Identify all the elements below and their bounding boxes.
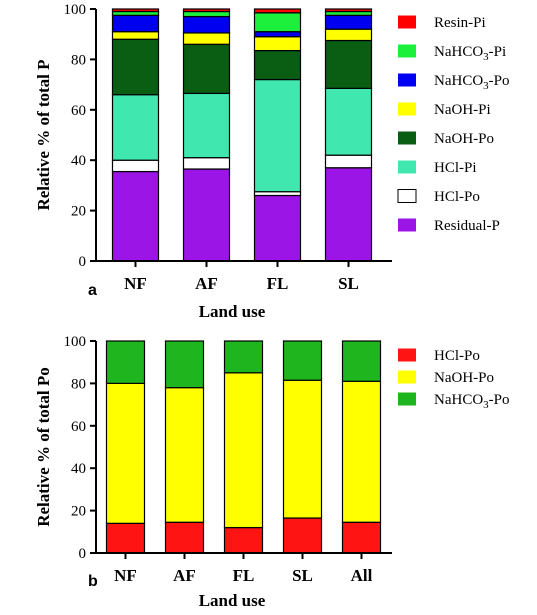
legend-label: Resin-Pi [434,15,486,31]
x-category-label: All [351,566,373,585]
legend-label: NaHCO3-Po [434,392,510,411]
x-axis-title: Land use [199,302,266,321]
bar-segment-residual-p [253,194,302,262]
bar-segment-nahco3-po [164,340,205,389]
legend-label: NaOH-Pi [434,102,491,118]
legend-label: NaOH-Po [434,131,494,147]
bar-segment-naoh-pi [253,36,302,52]
x-category-label: SL [292,566,313,585]
bar-segment-naoh-po [253,49,302,81]
y-tick-label: 0 [79,254,87,270]
x-category-label: FL [267,274,289,293]
y-tick-label: 100 [64,334,87,350]
y-tick-label: 20 [71,204,86,220]
y-tick-label: 80 [71,52,86,68]
bar-segment-hcl-po [111,159,160,173]
y-axis-title: Relative % of total P [34,59,53,210]
bar-segment-naoh-pi [324,28,373,42]
bar-segment-naoh-po [105,382,146,524]
legend-swatch [398,160,416,174]
legend-label: NaHCO3-Pi [434,44,506,63]
bar-segment-resin-pi [324,8,373,13]
legend-swatch [398,102,416,116]
bar-segment-hcl-pi [253,78,302,193]
x-axis-title: Land use [199,591,266,610]
bar-segment-hcl-po [164,521,205,554]
legend-label: NaOH-Po [434,370,494,386]
legend-swatch [398,218,416,232]
bar-segment-naoh-po [111,38,160,96]
y-tick-label: 40 [71,461,86,477]
y-axis-title: Relative % of total Po [34,367,53,527]
legend-label: Residual-P [434,218,500,234]
bar-segment-residual-p [182,168,231,262]
legend-label: HCl-Pi [434,160,477,176]
x-category-label: NF [114,566,137,585]
bar-segment-hcl-po [223,526,264,554]
bar-segment-hcl-po [282,517,323,554]
bar-segment-resin-pi [182,8,231,13]
y-tick-label: 80 [71,376,86,392]
bar-segment-nahco3-pi [253,12,302,33]
legend-swatch [398,392,416,406]
chart-panel-a: 0 20 40 60 80 100 NF AF FL SL Land use Relative % o… [34,2,510,321]
x-category-label: AF [173,566,196,585]
y-tick-label: 60 [71,419,86,435]
y-tick-label: 0 [79,546,87,562]
panel-label: b [88,573,98,590]
bar-segment-naoh-po [182,43,231,95]
y-tick-label: 40 [71,153,86,169]
bar-segment-nahco3-po [182,15,231,34]
legend-swatch [398,131,416,145]
panel-label: a [88,282,97,299]
bar-segment-naoh-po [341,380,382,523]
bar-segment-naoh-po [164,387,205,523]
bar-segment-hcl-po [324,154,373,169]
x-category-label: NF [124,274,147,293]
bar-segment-nahco3-pi [182,10,231,18]
bar-segment-hcl-po [341,521,382,554]
bar-segment-nahco3-po [253,31,302,38]
bar-segment-nahco3-po [324,14,373,30]
bar-segment-naoh-po [324,39,373,89]
bar-segment-nahco3-po [282,340,323,381]
y-tick-label: 60 [71,103,86,119]
legend-swatch [397,189,417,203]
bar-segment-resin-pi [253,8,302,14]
bar-segment-hcl-pi [111,94,160,161]
legend-swatch [398,15,416,29]
x-category-label: SL [338,274,359,293]
legend-swatch [398,73,416,87]
bar-segment-nahco3-po [341,340,382,382]
bar-segment-nahco3-po [111,14,160,33]
y-tick-label: 100 [64,2,87,18]
x-category-label: FL [233,566,255,585]
bar-segment-hcl-po [182,157,231,170]
bar-segment-resin-pi [111,8,160,13]
legend-swatch [398,370,416,384]
bar-segment-residual-p [324,167,373,262]
bar-segment-naoh-po [282,379,323,519]
bar-segment-nahco3-po [105,340,146,385]
bar-segment-naoh-pi [111,31,160,40]
legend-label: NaHCO3-Po [434,73,510,92]
x-category-label: AF [195,274,218,293]
chart-panel-b: 0 20 40 60 80 100 NF AF FL SL All Land use Relative … [34,334,510,610]
bar-segment-hcl-po [105,522,146,554]
legend-label: HCl-Po [434,348,480,364]
bar-segment-hcl-pi [182,92,231,159]
bar-segment-hcl-pi [324,87,373,156]
y-tick-label: 20 [71,504,86,520]
bar-segment-nahco3-po [223,340,264,374]
bar-segment-naoh-po [223,372,264,529]
legend-label: HCl-Po [434,189,480,205]
bar-segment-residual-p [111,170,160,262]
bar-segment-naoh-pi [182,32,231,45]
legend-swatch [398,44,416,58]
legend-swatch [398,348,416,362]
